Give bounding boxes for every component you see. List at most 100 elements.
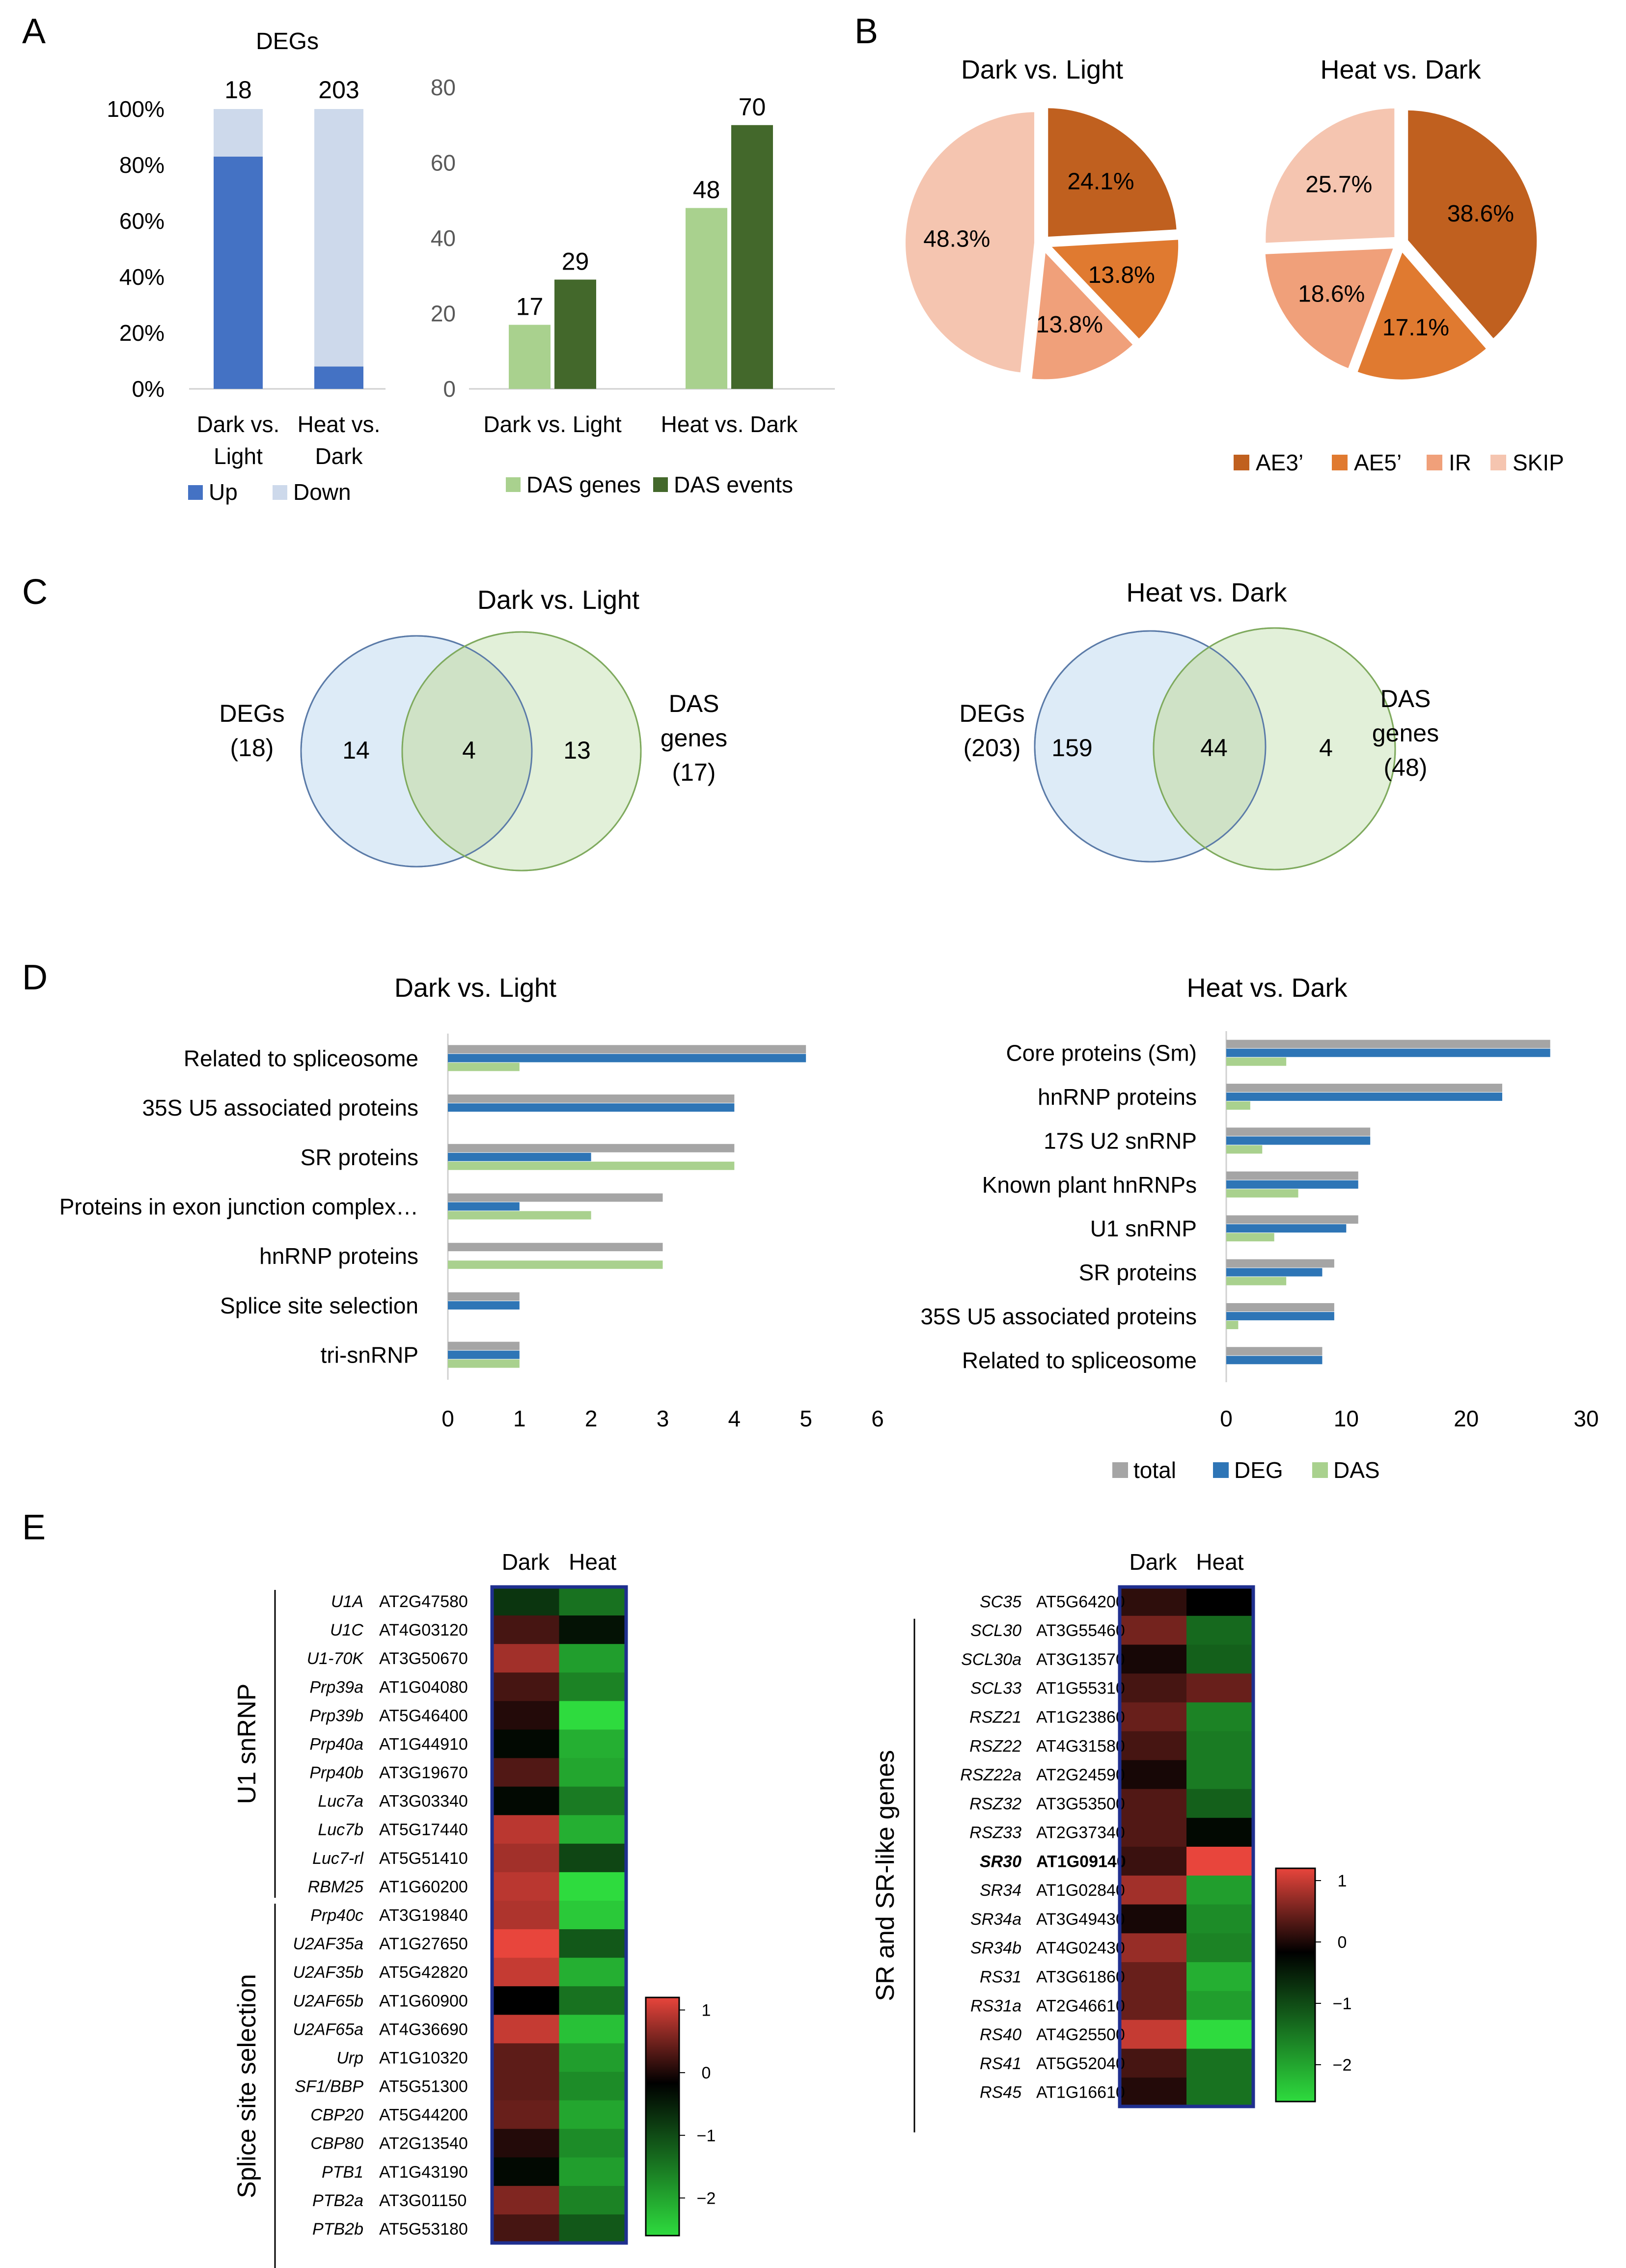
panel-d-heat-dark-bars: Heat vs. Dark Core proteins (Sm) hnRNP pro… bbox=[920, 973, 1598, 1483]
column-header: Heat bbox=[569, 1549, 616, 1575]
panel-label-b: B bbox=[854, 12, 878, 51]
gene-id: AT5G51300 bbox=[379, 2077, 468, 2096]
heatmap-cell-cbp20-heat bbox=[559, 2100, 627, 2130]
legend-swatch-das bbox=[1312, 1462, 1328, 1478]
venn-title: Dark vs. Light bbox=[477, 585, 639, 615]
heatmap-cell-rsz32-dark bbox=[1120, 1789, 1187, 1818]
x-tick-label: Dark vs. bbox=[197, 411, 280, 437]
heatmap-cell-u1a-dark bbox=[492, 1587, 559, 1616]
pie-slice-ae3 bbox=[1044, 104, 1181, 241]
heatmap-cell-scl30a-heat bbox=[1186, 1644, 1254, 1674]
y-tick-label: 80 bbox=[431, 75, 456, 100]
legend-label-das: DAS bbox=[1333, 1457, 1380, 1483]
gene-id: AT1G27650 bbox=[379, 1935, 468, 1953]
bar-deg-2 bbox=[448, 1152, 591, 1161]
slice-label: 13.8% bbox=[1036, 312, 1103, 338]
colorbar bbox=[1275, 1867, 1316, 2103]
bar-total-6 bbox=[448, 1341, 520, 1350]
gene-id: AT5G51410 bbox=[379, 1849, 468, 1868]
heatmap-cell-sc35-dark bbox=[1120, 1587, 1187, 1616]
bar-das-3 bbox=[448, 1211, 591, 1220]
heatmap-cell-ptb2b-dark bbox=[492, 2214, 559, 2243]
x-tick-label: 2 bbox=[585, 1406, 598, 1431]
pie-slice-ir bbox=[1027, 244, 1138, 383]
venn-label-right: DAS bbox=[669, 690, 719, 717]
gene-name: SR34a bbox=[970, 1910, 1021, 1929]
venn-outline-degs bbox=[1034, 630, 1267, 863]
legend-label-down: Down bbox=[293, 479, 351, 505]
gene-name: PTB1 bbox=[322, 2163, 363, 2182]
heatmap-cell-luc7a-dark bbox=[492, 1786, 559, 1816]
heatmap-cell-rsz21-dark bbox=[1120, 1702, 1187, 1732]
total-label: 18 bbox=[224, 76, 252, 104]
heatmap-cell-prp40b-heat bbox=[559, 1758, 627, 1787]
legend-label-ae5: AE5’ bbox=[1354, 450, 1402, 475]
bar-up-1 bbox=[314, 366, 363, 389]
venn-label-right: (48) bbox=[1384, 754, 1428, 781]
legend-label-total: total bbox=[1133, 1457, 1176, 1483]
gene-id: AT1G60200 bbox=[379, 1878, 468, 1896]
bar-das-2 bbox=[448, 1161, 735, 1170]
heatmap-cell-prp39a-dark bbox=[492, 1672, 559, 1701]
gene-name: RS40 bbox=[980, 2025, 1021, 2044]
gene-name: U2AF35a bbox=[293, 1935, 363, 1953]
category-label: SR proteins bbox=[301, 1145, 418, 1170]
gene-id: AT3G13570 bbox=[1036, 1650, 1125, 1669]
gene-name: RSZ33 bbox=[969, 1824, 1021, 1842]
gene-id: AT1G10320 bbox=[379, 2049, 468, 2067]
heatmap-cell-prp39a-heat bbox=[559, 1672, 627, 1701]
gene-id: AT3G19840 bbox=[379, 1906, 468, 1925]
legend-swatch-ir bbox=[1427, 455, 1442, 470]
colorbar-tick-label: 1 bbox=[1338, 1872, 1347, 1890]
gene-name: U2AF65a bbox=[293, 2020, 363, 2039]
bar-total-1 bbox=[448, 1094, 735, 1103]
bar-das-0 bbox=[448, 1063, 520, 1071]
heatmap-cell-scl30a-dark bbox=[1120, 1644, 1187, 1674]
y-tick-label: 40% bbox=[119, 264, 165, 290]
heatmap-border bbox=[1118, 1585, 1255, 2108]
gene-id: AT1G02840 bbox=[1036, 1881, 1125, 1900]
x-tick-label: 0 bbox=[1220, 1406, 1233, 1431]
heatmap-cell-rsz33-dark bbox=[1120, 1818, 1187, 1847]
gene-id: AT3G55460 bbox=[1036, 1621, 1125, 1640]
heatmap-cell-luc7b-dark bbox=[492, 1815, 559, 1844]
heatmap-cell-rsz22a-heat bbox=[1186, 1760, 1254, 1789]
colorbar-tick-label: −1 bbox=[697, 2127, 716, 2145]
heatmap-cell-sf1-bbp-dark bbox=[492, 2072, 559, 2101]
gene-id: AT3G19670 bbox=[379, 1764, 468, 1782]
venn-count-right-only: 13 bbox=[563, 737, 591, 764]
venn-label-right: genes bbox=[1372, 719, 1439, 747]
venn-label-right: genes bbox=[661, 724, 727, 752]
heatmap-cell-u1a-heat bbox=[559, 1587, 627, 1616]
bar-das-0 bbox=[1226, 1057, 1287, 1066]
category-label: Core proteins (Sm) bbox=[1006, 1040, 1197, 1066]
gene-id: AT5G17440 bbox=[379, 1821, 468, 1839]
heatmap-cell-u1c-dark bbox=[492, 1615, 559, 1644]
gene-name: Luc7-rl bbox=[312, 1849, 364, 1868]
bar-das-events-0 bbox=[554, 279, 596, 389]
heatmap-cell-rsz22a-dark bbox=[1120, 1760, 1187, 1789]
venn-outline-degs bbox=[300, 635, 533, 868]
gene-name: RSZ22 bbox=[969, 1737, 1021, 1755]
legend-label-up: Up bbox=[209, 479, 238, 505]
bar-das-5 bbox=[1226, 1277, 1287, 1285]
gene-id: AT2G47580 bbox=[379, 1592, 468, 1611]
gene-id: AT2G13540 bbox=[379, 2134, 468, 2153]
venn-outline-das bbox=[401, 631, 642, 872]
slice-label: 38.6% bbox=[1447, 201, 1514, 227]
bar-das-2 bbox=[1226, 1145, 1263, 1154]
gene-name: Prp40a bbox=[309, 1735, 363, 1753]
heatmap-cell-ptb2b-heat bbox=[559, 2214, 627, 2243]
heatmap-cell-rs31a-dark bbox=[1120, 1991, 1187, 2021]
gene-id: AT4G03120 bbox=[379, 1621, 468, 1640]
bar-deg-5 bbox=[1226, 1268, 1323, 1277]
legend-swatch-skip bbox=[1490, 455, 1506, 470]
heatmap-cell-prp39b-heat bbox=[559, 1701, 627, 1730]
legend-label-das-events: DAS events bbox=[674, 472, 793, 497]
legend-swatch-ae5 bbox=[1332, 455, 1348, 470]
panel-b-pie-charts: Dark vs. Light 24.1% 13.8% 13.8% 48.3% Heat v… bbox=[902, 55, 1564, 475]
bar-deg-2 bbox=[1226, 1136, 1371, 1145]
venn-count-left-only: 159 bbox=[1051, 734, 1092, 762]
x-tick-label: Heat vs. Dark bbox=[661, 411, 799, 437]
gene-name: Prp40c bbox=[310, 1906, 363, 1925]
